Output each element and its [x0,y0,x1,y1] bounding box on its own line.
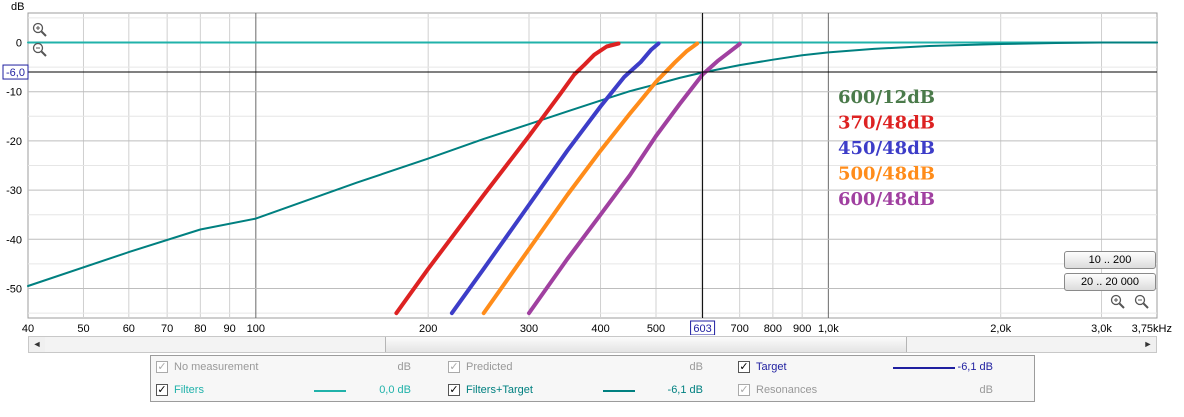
filters-line-swatch [314,390,346,392]
legend-predicted[interactable]: ✓ Predicted dB [448,360,703,376]
y-tick-label: -20 [6,136,22,148]
legend-panel: ✓ No measurement dB ✓ Predicted dB ✓ Tar… [150,355,1035,402]
target-label: Target [756,361,787,373]
x-tick-label: 3,75kHz [1132,323,1172,335]
x-tick-label: 40 [22,323,34,335]
x-tick-label: 800 [764,323,782,335]
resonances-checkbox[interactable]: ✓ [738,384,750,396]
x-tick-label: 70 [161,323,173,335]
x-tick-label: 80 [194,323,206,335]
annotation-label: 450/48dB [838,138,935,159]
cursor-y-label: -6,0 [6,67,25,79]
series-line [394,41,621,316]
range-20-20000-button[interactable]: 20 .. 20 000 [1064,273,1156,291]
y-tick-label: -50 [6,283,22,295]
scrollbar-thumb[interactable] [385,337,907,352]
predicted-label: Predicted [466,361,513,373]
x-tick-label: 500 [647,323,665,335]
filters-target-checkbox[interactable]: ✓ [448,384,460,396]
x-tick-label: 3,0k [1091,323,1112,335]
x-tick-label: 100 [247,323,265,335]
y-tick-label: -10 [6,87,22,99]
x-tick-label: 60 [123,323,135,335]
scroll-right-arrow-icon[interactable]: ► [1140,337,1156,352]
resonances-label: Resonances [756,384,818,396]
filters-target-label: Filters+Target [466,384,533,396]
scroll-left-arrow-icon[interactable]: ◄ [29,337,45,352]
zoom-in-x-icon[interactable] [1110,294,1126,310]
x-tick-label: 900 [793,323,811,335]
range-10-200-button[interactable]: 10 .. 200 [1064,251,1156,269]
legend-resonances[interactable]: ✓ Resonances dB [738,383,993,399]
x-tick-label: 400 [591,323,609,335]
y-tick-label: 0 [16,38,22,50]
filters-checkbox[interactable]: ✓ [156,384,168,396]
x-tick-labels: 40 50 60 70 80 90 100 200 300 400 500 700 800 900 1,0k… [22,323,1172,335]
cursor-x-box [690,320,716,335]
annotation-label: 500/48dB [838,164,935,185]
annotation-label: 600/12dB [838,87,935,108]
legend-no-measurement[interactable]: ✓ No measurement dB [156,360,411,376]
x-tick-label: 300 [520,323,538,335]
y-axis-title: dB [11,1,24,13]
target-line-swatch [893,367,955,369]
legend-filters-target[interactable]: ✓ Filters+Target -6,1 dB [448,383,703,399]
series-line [527,42,742,316]
horizontal-scrollbar[interactable]: ◄ ► [28,336,1157,353]
filters-target-value: -6,1 dB [667,384,703,396]
y-tick-labels: 0 -10 -20 -30 -40 -50 [6,38,22,296]
series-line [449,41,661,316]
legend-filters[interactable]: ✓ Filters 0,0 dB [156,383,411,399]
series-layer [27,41,1158,316]
no-measurement-value: dB [397,361,411,373]
annotation-label: 600/48dB [838,189,935,210]
filters-label: Filters [174,384,204,396]
x-tick-label: 700 [730,323,748,335]
frequency-response-chart[interactable]: 40 50 60 70 80 90 100 200 300 400 500 700 800 900 1,0k… [0,0,1184,335]
series-line [481,41,700,316]
cursor-y-box [2,64,29,80]
x-tick-label: 2,0k [990,323,1011,335]
y-tick-label: -30 [6,185,22,197]
x-tick-label: 200 [419,323,437,335]
filter-annotations: 600/12dB 370/48dB 450/48dB 500/48dB 600/48dB [838,87,935,210]
x-tick-label: 90 [224,323,236,335]
x-tick-label: 1,0k [818,323,839,335]
y-tick-label: -40 [6,234,22,246]
target-checkbox[interactable]: ✓ [738,361,750,373]
cursor[interactable]: 603 -6,0 [2,13,1157,335]
filters-value: 0,0 dB [379,384,411,396]
no-measurement-checkbox[interactable]: ✓ [156,361,168,373]
no-measurement-label: No measurement [174,361,259,373]
x-tick-label: 50 [77,323,89,335]
legend-target[interactable]: ✓ Target -6,1 dB [738,360,993,376]
predicted-value: dB [689,361,703,373]
filters-target-line-swatch [603,390,635,392]
annotation-label: 370/48dB [838,113,935,134]
cursor-x-label: 603 [693,323,711,335]
zoom-in-icon[interactable] [32,22,48,38]
zoom-out-x-icon[interactable] [1134,294,1150,310]
series-line [27,41,1158,287]
zoom-out-icon[interactable] [32,42,48,58]
target-value: -6,1 dB [957,361,993,373]
resonances-value: dB [979,384,993,396]
predicted-checkbox[interactable]: ✓ [448,361,460,373]
